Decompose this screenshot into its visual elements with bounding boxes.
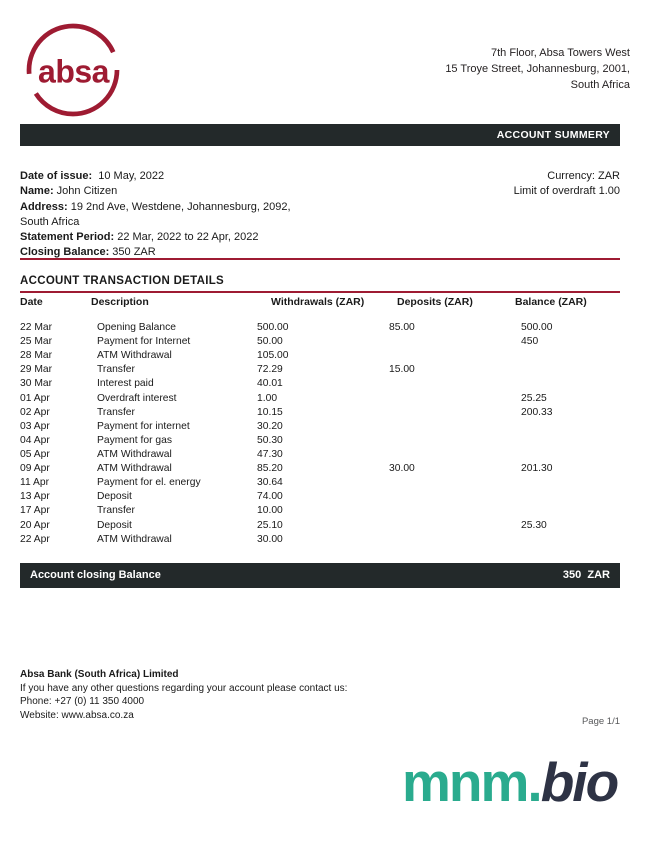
svg-text:absa: absa [38,54,110,90]
